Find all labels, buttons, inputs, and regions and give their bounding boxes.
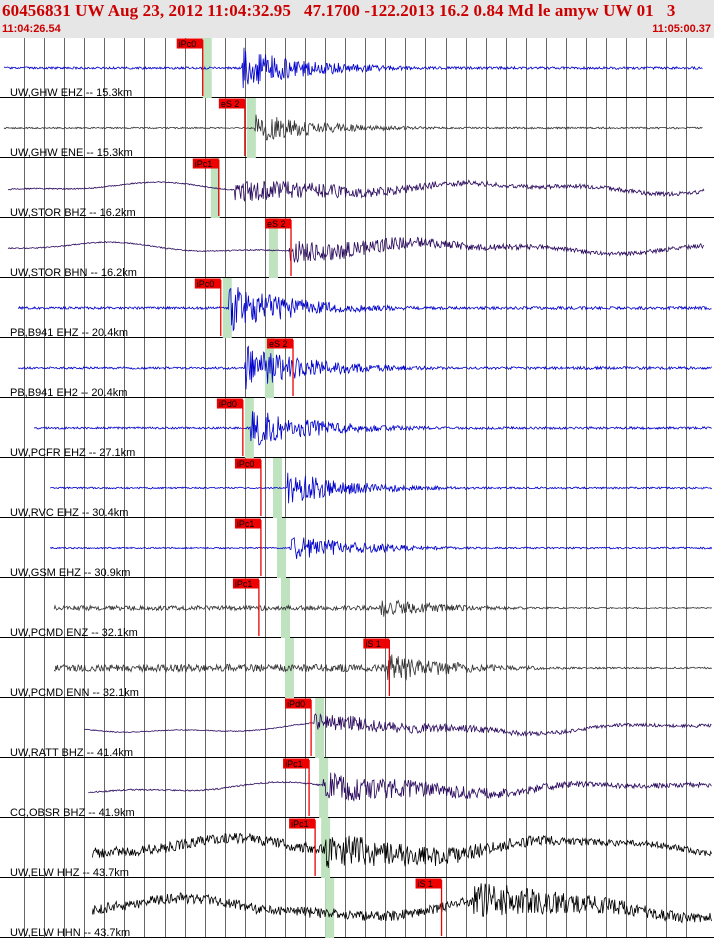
waveform-trace [3,114,703,141]
trace-label: UW,GHW ENE -- 15.3km [10,147,133,159]
arrival-window-bands [202,38,335,938]
pick-label-box [234,518,261,529]
trace-label: UW,PCMD ENN -- 32.1km [10,687,139,699]
pick-label-box [285,698,312,709]
waveform-trace [91,883,712,924]
trace-label: UW,PCMD ENZ -- 32.1km [10,627,138,639]
arrival-band [202,38,212,98]
trace-label: UW,GHW EHZ -- 15.3km [10,87,132,99]
waveform-trace [7,236,705,263]
pick-label: iS 1 [365,639,381,649]
waveform-trace [3,47,703,89]
pick-label: eS 2 [267,219,286,229]
trace-label: UW,ELW HHZ -- 43.7km [10,867,129,879]
pick-label: eS 2 [269,339,288,349]
pick-label-box [265,218,292,229]
pick-label-box [176,38,203,49]
pick-label: iPc1 [291,819,309,829]
pick-label: iPc1 [195,159,213,169]
waveform-trace [53,654,713,681]
trace-labels: UW,GHW EHZ -- 15.3km UW,GHW ENE -- 15.3km… [10,87,139,938]
pick-label-box [192,158,219,169]
waveform-trace [91,832,712,869]
waveform-trace [49,536,713,559]
pick-label-box [289,818,316,829]
pick-label-box [232,578,259,589]
arrival-band [319,758,329,818]
trace-label: UW,RVC EHZ -- 30.4km [10,507,128,519]
waveform-trace [49,472,713,504]
arrival-band [268,218,278,278]
trace-label: UW,RATT BHZ -- 41.4km [10,747,133,759]
pick-label: iPd0 [219,399,237,409]
pick-label-box [363,638,390,649]
waveform-trace [53,599,712,617]
pick-label-box [216,398,243,409]
waveform-traces [3,47,713,924]
pick-label-box [234,458,261,469]
arrival-band [325,878,335,938]
trace-label: UW,PCFR EHZ -- 27.1km [10,447,135,459]
waveform-trace [7,179,705,203]
trace-label: UW,STOR BHZ -- 16.2km [10,207,136,219]
trace-label: CC,OBSR BHZ -- 41.9km [10,807,135,819]
arrival-band [321,818,331,878]
pick-label: iPc0 [197,279,215,289]
pick-label-box [218,98,245,109]
window-end-time: 11:05:00.37 [652,23,711,35]
trace-label: UW,STOR BHN -- 16.2km [10,267,137,279]
event-header: 60456831 UW Aug 23, 2012 11:04:32.95 47.… [0,0,714,38]
trace-label: PB,B941 EHZ -- 20.4km [10,327,128,339]
pick-label: iPc1 [235,579,253,589]
waveform-trace [33,411,712,446]
phase-picks: iPc0 eS 2 iPc1 eS 2 iPc0 eS 2 iPd0 iPc0 iPc1 iPc1… [176,38,443,936]
arrival-band [280,578,290,638]
window-start-time: 11:04:26.54 [2,23,61,35]
waveform-trace [84,712,712,737]
trace-label: UW,GSM EHZ -- 30.9km [10,567,130,579]
pick-label: iPd0 [287,699,305,709]
arrival-band [276,518,286,578]
waveform-trace [88,772,712,802]
pick-label: iPc1 [237,519,255,529]
pick-label-box [267,338,294,349]
event-title: 60456831 UW Aug 23, 2012 11:04:32.95 47.… [2,1,676,20]
pick-label-box [283,758,310,769]
pick-label: iPc0 [179,39,197,49]
pick-label: iPc0 [237,459,255,469]
pick-label: iPc1 [285,759,303,769]
waveform-trace [17,345,712,390]
waveform-trace [17,287,712,332]
trace-label: UW,ELW HHN -- 43.7km [10,927,130,938]
pick-label: iS 1 [418,879,434,889]
seismogram-plot: iPc0 eS 2 iPc1 eS 2 iPc0 eS 2 iPd0 iPc0 iPc1 iPc1… [0,38,714,938]
arrival-band [285,638,295,698]
trace-label: PB,B941 EH2 -- 20.4km [10,387,127,399]
pick-label: eS 2 [221,99,240,109]
pick-label-box [194,278,221,289]
pick-label-box [415,878,442,889]
arrival-band [315,698,325,758]
